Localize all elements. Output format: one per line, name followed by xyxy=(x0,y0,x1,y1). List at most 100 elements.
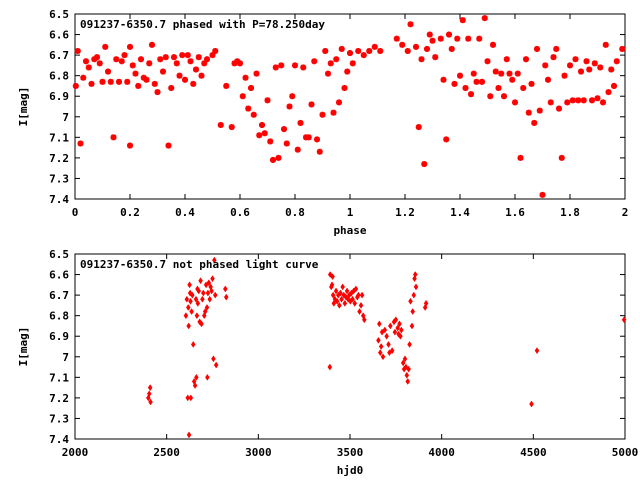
data-point xyxy=(96,60,103,67)
phased-y-axis-label: I[mag] xyxy=(17,87,30,127)
x-tick-label: 0 xyxy=(72,206,79,219)
data-point xyxy=(476,35,483,42)
data-point xyxy=(353,285,359,293)
data-point xyxy=(407,21,414,28)
data-point xyxy=(278,62,285,69)
data-point xyxy=(341,291,347,299)
data-point xyxy=(85,64,92,71)
data-point xyxy=(352,299,358,307)
data-point xyxy=(399,326,404,334)
data-point xyxy=(339,295,344,303)
data-point xyxy=(492,68,499,75)
data-point xyxy=(378,343,384,350)
data-point xyxy=(345,295,351,303)
data-point xyxy=(330,273,335,281)
data-point xyxy=(558,154,565,161)
data-point xyxy=(165,142,172,149)
data-point xyxy=(397,320,402,328)
data-point xyxy=(239,93,246,100)
x-tick-label: 1.4 xyxy=(450,206,470,219)
data-point xyxy=(330,291,336,299)
data-point xyxy=(418,56,425,63)
data-point xyxy=(589,97,595,104)
data-point xyxy=(410,308,416,316)
data-point xyxy=(210,275,215,283)
data-point xyxy=(429,37,436,44)
data-point xyxy=(395,324,400,332)
data-point xyxy=(572,56,579,63)
data-point xyxy=(209,287,214,295)
data-point xyxy=(99,78,106,85)
data-point xyxy=(77,140,84,147)
data-point xyxy=(193,295,199,303)
data-point xyxy=(520,85,527,91)
data-point xyxy=(459,17,466,24)
data-point xyxy=(465,35,472,42)
y-tick-label: 7 xyxy=(62,351,69,364)
data-point xyxy=(350,295,355,303)
data-point xyxy=(194,312,200,320)
data-point xyxy=(377,320,382,328)
data-point xyxy=(490,41,496,48)
data-point xyxy=(470,70,477,77)
data-point xyxy=(377,48,384,54)
data-point xyxy=(198,277,203,285)
data-point xyxy=(355,48,362,54)
data-point xyxy=(329,281,335,289)
data-point xyxy=(366,48,373,54)
data-point xyxy=(314,136,320,143)
data-point xyxy=(190,80,197,87)
y-tick-label: 6.9 xyxy=(49,90,69,103)
y-tick-label: 7.2 xyxy=(49,152,69,165)
y-tick-label: 7.3 xyxy=(49,172,69,185)
raw-data-points xyxy=(146,256,627,439)
data-point xyxy=(550,54,557,61)
data-point xyxy=(171,54,177,61)
data-point xyxy=(261,130,268,137)
data-point xyxy=(569,97,576,104)
data-point xyxy=(386,340,391,348)
data-point xyxy=(135,82,142,89)
x-tick-label: 2500 xyxy=(153,446,180,459)
data-point xyxy=(186,322,191,330)
data-point xyxy=(116,78,122,85)
data-point xyxy=(413,43,419,50)
data-point xyxy=(347,50,353,57)
data-point xyxy=(148,398,153,406)
data-point xyxy=(361,316,367,324)
data-point xyxy=(556,105,562,112)
data-point xyxy=(621,316,627,324)
data-point xyxy=(308,101,315,108)
data-point xyxy=(283,140,290,147)
data-point xyxy=(168,85,175,91)
data-point xyxy=(393,35,400,42)
data-point xyxy=(327,363,333,371)
data-point xyxy=(237,60,243,67)
data-point xyxy=(406,365,411,373)
data-point xyxy=(591,60,598,67)
data-point xyxy=(408,297,413,305)
data-point xyxy=(94,54,100,61)
x-tick-label: 0.8 xyxy=(285,206,305,219)
data-point xyxy=(422,303,428,311)
data-point xyxy=(539,191,546,198)
data-point xyxy=(462,85,469,91)
data-point xyxy=(512,99,518,106)
phased-panel: 0 0.2 0.4 0.6 0.8 1 1.2 1.4 1.6 1.8 2 6.5 6.6 6.7 6.8 6… xyxy=(17,8,628,237)
data-point xyxy=(188,394,194,402)
data-point xyxy=(102,43,109,50)
data-point xyxy=(547,99,554,106)
data-point xyxy=(602,41,609,48)
phased-chart-title: 091237-6350.7 phased with P=78.250day xyxy=(80,18,325,31)
data-point xyxy=(127,142,133,149)
data-point xyxy=(525,109,532,116)
data-point xyxy=(448,45,455,52)
data-point xyxy=(479,78,485,85)
data-point xyxy=(426,31,433,38)
data-point xyxy=(245,105,252,112)
y-tick-label: 6.6 xyxy=(49,29,69,42)
data-point xyxy=(72,82,79,89)
data-point xyxy=(333,56,340,63)
